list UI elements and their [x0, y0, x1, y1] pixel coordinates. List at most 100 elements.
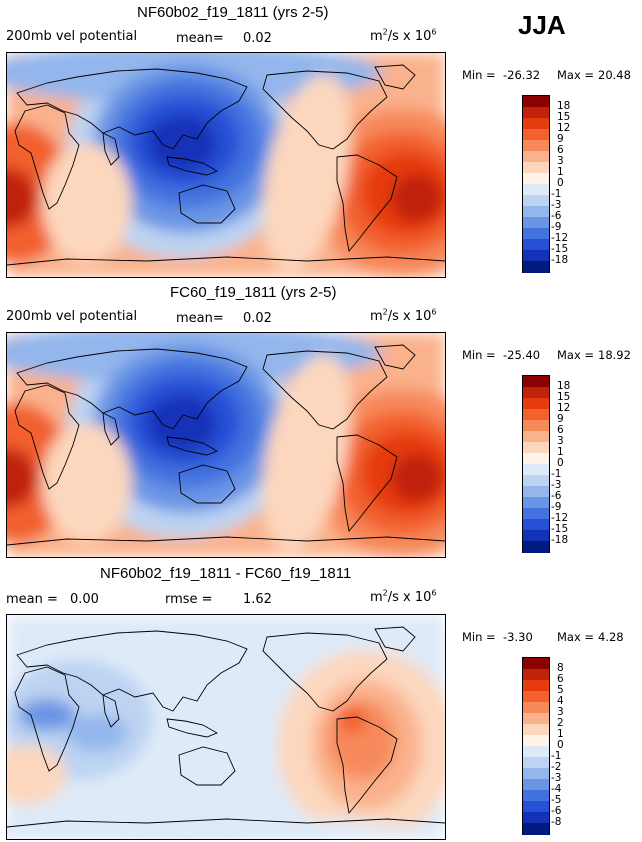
colorbar-cell: [523, 486, 549, 498]
coastline: [262, 632, 388, 712]
units-exp1: 2: [382, 588, 388, 598]
panel2-field-label: 200mb vel potential: [6, 309, 138, 324]
season-label: JJA: [518, 10, 566, 40]
colorbar-tick-label: 3: [557, 155, 564, 167]
colorbar-cell: [523, 680, 549, 692]
panel2-colorbar: 18 15 12 9 6 3 1 0 -1 -3 -6 -9 -12 -15 -18: [522, 375, 570, 553]
colorbar-tick-label: 3: [557, 706, 564, 718]
colorbar-cell: [523, 239, 549, 251]
colorbar-cell: [523, 724, 549, 736]
colorbar-cell: [523, 702, 549, 714]
colorbar-cell: [523, 431, 549, 443]
coastline: [14, 666, 80, 772]
colorbar-cell: [523, 453, 549, 465]
coastline: [178, 746, 236, 786]
colorbar-cell: [523, 118, 549, 130]
colorbar-tick-label: -2: [551, 761, 562, 773]
coastline: [374, 344, 416, 370]
field-pos-4: [338, 706, 366, 734]
field-neg-4: [172, 740, 242, 790]
colorbar-tick-label: -18: [551, 254, 569, 266]
panel2-min-label: Min =: [462, 348, 496, 362]
field-light-band: [262, 74, 352, 272]
colorbar-tick-label: 9: [557, 133, 564, 145]
panel3-rmse-value: 1.62: [243, 592, 272, 607]
colorbar-tick-label: 6: [557, 144, 564, 156]
colorbar-tick-label: -1: [551, 468, 562, 480]
panel1-min-label: Min =: [462, 68, 496, 82]
colorbar-cell: [523, 376, 549, 388]
panel2-mean-label: mean=: [176, 311, 224, 326]
coastline: [178, 464, 236, 504]
colorbar-tick-label: -5: [551, 794, 562, 806]
colorbar-cell: [523, 162, 549, 174]
panel2-units: m2/s x 106: [370, 307, 437, 324]
colorbar-cell: [523, 669, 549, 681]
colorbar-cell: [523, 250, 549, 262]
colorbar-tick-label: -15: [551, 523, 569, 535]
field-neg-5: [147, 395, 217, 451]
panel3-min-label: Min =: [462, 630, 496, 644]
colorbar-cell: [523, 735, 549, 747]
units-base: m: [370, 29, 383, 44]
panel3-max-value: 4.28: [598, 630, 624, 644]
colorbar-tick-label: 0: [557, 177, 564, 189]
field-pos-5: [7, 745, 67, 805]
colorbar-cell: [523, 519, 549, 531]
units-base: m: [370, 309, 383, 324]
colorbar-tick-label: 9: [557, 413, 564, 425]
colorbar-cell: [523, 184, 549, 196]
colorbar-cell: [523, 217, 549, 229]
colorbar-cell: [523, 790, 549, 802]
panel3-title: NF60b02_f19_1811 - FC60_f19_1811: [100, 565, 352, 582]
field-pos-af-2: [7, 168, 37, 228]
coastline: [336, 716, 398, 815]
colorbar-cell: [523, 530, 549, 542]
panel1-map: [6, 52, 446, 278]
panel1-mean-value: 0.02: [243, 31, 272, 46]
panel1-units: m2/s x 106: [370, 27, 437, 44]
panel3-rmse-label: rmse =: [165, 592, 213, 607]
units-exp2: 6: [431, 27, 437, 37]
panel3-mean-value: 0.00: [70, 592, 99, 607]
panel1-field-label: 200mb vel potential: [6, 29, 138, 44]
colorbar-cell: [523, 173, 549, 185]
colorbar-cell: [523, 409, 549, 421]
map-svg: [7, 333, 445, 557]
colorbar-tick-label: -1: [551, 188, 562, 200]
colorbar-cell: [523, 228, 549, 240]
coastline: [102, 694, 120, 728]
panel3-colorbar: 8 6 5 4 3 2 1 0 -1 -2 -3 -4 -5 -6 -8: [522, 657, 564, 835]
colorbar-cell: [523, 107, 549, 119]
colorbar-cell: [523, 497, 549, 509]
coastline: [336, 154, 398, 253]
coastline: [7, 256, 445, 266]
colorbar-tick-label: 12: [557, 122, 571, 134]
colorbar-cell: [523, 508, 549, 520]
field-pos-af-2: [7, 448, 37, 508]
colorbar-tick-label: -15: [551, 243, 569, 255]
colorbar-cell: [523, 823, 549, 835]
colorbar-cell: [523, 541, 549, 553]
panel1-title: NF60b02_f19_1811 (yrs 2-5): [137, 4, 329, 21]
colorbar-cell: [523, 812, 549, 824]
colorbar-tick-label: -6: [551, 210, 562, 222]
coastline: [166, 718, 219, 738]
colorbar-cell: [523, 746, 549, 758]
colorbar-cell: [523, 129, 549, 141]
units-mid: /s x 10: [387, 29, 432, 44]
colorbar-cell: [523, 387, 549, 399]
colorbar-tick-label: 18: [557, 100, 571, 112]
colorbar-tick-label: -1: [551, 750, 562, 762]
colorbar-tick-label: 6: [557, 673, 564, 685]
colorbar-cell: [523, 464, 549, 476]
colorbar-cell: [523, 713, 549, 725]
colorbar-tick-label: -9: [551, 501, 562, 513]
units-exp2: 6: [431, 307, 437, 317]
map-svg: [7, 53, 445, 277]
units-exp1: 2: [382, 27, 388, 37]
units-mid: /s x 10: [387, 309, 432, 324]
panel1-max-value: 20.48: [598, 68, 631, 82]
colorbar-cell: [523, 442, 549, 454]
colorbar-tick-label: -3: [551, 199, 562, 211]
